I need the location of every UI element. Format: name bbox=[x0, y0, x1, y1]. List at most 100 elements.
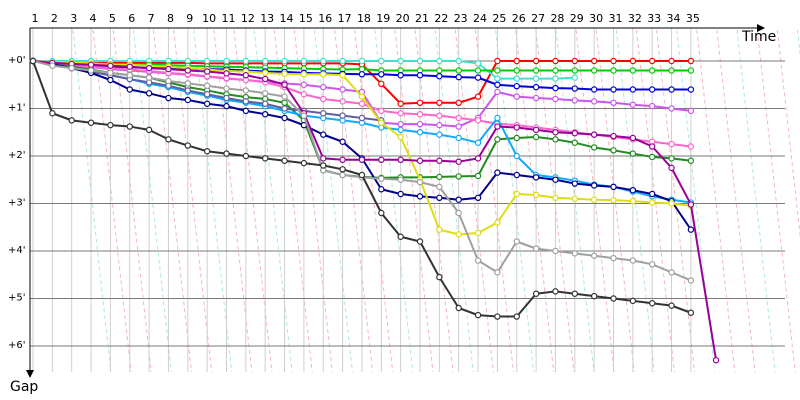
time-tick-label: 15 bbox=[299, 12, 313, 25]
data-point bbox=[320, 57, 327, 65]
data-point bbox=[532, 245, 540, 252]
data-point bbox=[668, 67, 675, 74]
data-point bbox=[474, 229, 482, 237]
data-point bbox=[552, 247, 559, 255]
data-point bbox=[339, 166, 346, 173]
data-point bbox=[223, 102, 230, 110]
data-point bbox=[571, 57, 579, 65]
data-point bbox=[416, 178, 424, 186]
data-point bbox=[571, 250, 579, 257]
data-point bbox=[571, 97, 579, 104]
gap-tick-label: +4' bbox=[8, 245, 26, 256]
data-point bbox=[629, 134, 637, 142]
data-point bbox=[474, 93, 482, 100]
data-point bbox=[242, 152, 250, 160]
lap-guide-line bbox=[575, 29, 615, 373]
data-point bbox=[320, 162, 327, 169]
time-tick-label: 28 bbox=[550, 12, 564, 25]
data-point bbox=[571, 74, 579, 81]
data-point bbox=[649, 153, 656, 161]
lap-guide-line bbox=[434, 29, 474, 373]
data-point bbox=[397, 233, 404, 240]
data-point bbox=[532, 174, 540, 181]
data-point bbox=[552, 67, 559, 74]
data-point bbox=[339, 156, 346, 163]
time-tick-label: 18 bbox=[357, 12, 371, 25]
data-point bbox=[571, 67, 579, 74]
data-point bbox=[668, 302, 675, 309]
data-point bbox=[339, 72, 346, 79]
data-point bbox=[397, 190, 404, 198]
data-point bbox=[358, 57, 366, 65]
data-point bbox=[436, 112, 443, 119]
lap-guide-line bbox=[394, 29, 434, 373]
data-point bbox=[262, 90, 269, 97]
data-point bbox=[649, 199, 656, 206]
data-point bbox=[397, 72, 404, 79]
data-point bbox=[378, 119, 385, 126]
data-point bbox=[107, 62, 114, 69]
data-point bbox=[87, 67, 95, 74]
time-tick-label: 16 bbox=[318, 12, 332, 25]
data-point bbox=[436, 194, 443, 201]
data-point bbox=[300, 91, 308, 98]
data-point bbox=[300, 81, 308, 88]
time-tick-label: 13 bbox=[260, 12, 274, 25]
time-tick-label: 2 bbox=[51, 12, 58, 25]
data-point bbox=[610, 132, 617, 140]
data-point bbox=[532, 67, 540, 74]
data-point bbox=[281, 105, 288, 112]
gap-tick-label: +3' bbox=[8, 198, 26, 209]
y-axis-title: Gap bbox=[10, 379, 38, 395]
lap-guide-line bbox=[72, 29, 112, 373]
data-point bbox=[49, 110, 56, 117]
data-point bbox=[378, 80, 385, 88]
data-point bbox=[203, 57, 211, 65]
time-tick-label: 19 bbox=[376, 12, 390, 25]
data-point bbox=[416, 110, 424, 118]
data-point bbox=[126, 86, 133, 93]
data-point bbox=[668, 140, 675, 148]
data-point bbox=[494, 136, 501, 143]
data-point bbox=[513, 67, 520, 74]
data-point bbox=[262, 69, 269, 77]
data-point bbox=[378, 209, 385, 217]
data-point bbox=[649, 102, 656, 110]
gap-axis-arrow-icon bbox=[26, 370, 34, 378]
data-point bbox=[281, 57, 288, 65]
data-point bbox=[552, 194, 559, 201]
data-point bbox=[281, 157, 288, 164]
data-point bbox=[649, 300, 656, 307]
data-point bbox=[416, 120, 424, 128]
data-point bbox=[532, 126, 540, 134]
time-axis-arrow-icon bbox=[757, 24, 765, 32]
data-point bbox=[242, 107, 250, 115]
data-point bbox=[436, 183, 443, 191]
data-point bbox=[262, 57, 269, 65]
data-point bbox=[242, 98, 250, 105]
data-point bbox=[126, 72, 133, 79]
data-point bbox=[223, 150, 230, 157]
data-point bbox=[358, 171, 366, 179]
data-point bbox=[668, 200, 675, 207]
lap-guide-line bbox=[716, 29, 756, 373]
time-tick-label: 14 bbox=[280, 12, 294, 25]
data-point bbox=[203, 100, 211, 107]
data-point bbox=[687, 86, 695, 93]
data-point bbox=[513, 75, 520, 82]
data-point bbox=[184, 67, 191, 74]
data-point bbox=[494, 57, 501, 65]
time-tick-label: 29 bbox=[570, 12, 584, 25]
time-tick-label: 6 bbox=[128, 12, 135, 25]
data-point bbox=[474, 117, 482, 124]
data-point bbox=[455, 114, 462, 122]
lap-guide-line bbox=[615, 29, 655, 373]
gap-tick-label: +5' bbox=[8, 293, 26, 304]
time-tick-label: 8 bbox=[167, 12, 174, 25]
data-point bbox=[184, 142, 191, 149]
gap-tick-label: +1' bbox=[8, 103, 26, 114]
lap-guide-line bbox=[474, 29, 514, 373]
data-point bbox=[262, 100, 269, 107]
data-point bbox=[416, 238, 424, 245]
data-point bbox=[455, 67, 462, 74]
